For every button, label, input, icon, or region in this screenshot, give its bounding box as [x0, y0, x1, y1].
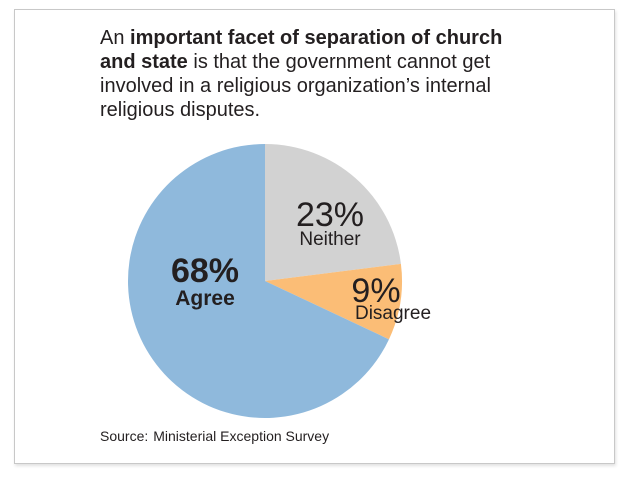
headline-prefix: An: [100, 27, 131, 49]
pie-slice-neither: [265, 144, 401, 281]
source-note: Source: Ministerial Exception Survey: [100, 428, 329, 444]
pie-slice-agree: [127, 144, 389, 418]
headline: An important facet of separation of chur…: [100, 26, 540, 122]
headline-suffix: is that the government cannot get involv…: [100, 51, 491, 121]
pie-slice-disagree: [265, 263, 402, 340]
slice-name-agree: Agree: [175, 287, 235, 310]
slice-percent-disagree: 9%: [351, 272, 400, 310]
slice-percent-agree: 68%: [171, 252, 239, 290]
slice-percent-neither: 23%: [296, 196, 364, 234]
slice-name-disagree: Disagree: [355, 303, 431, 324]
source-label: Source:: [100, 428, 149, 444]
slice-name-neither: Neither: [299, 229, 361, 250]
headline-bold: important facet of separation of church …: [100, 27, 503, 73]
source-value: Ministerial Exception Survey: [153, 428, 330, 444]
